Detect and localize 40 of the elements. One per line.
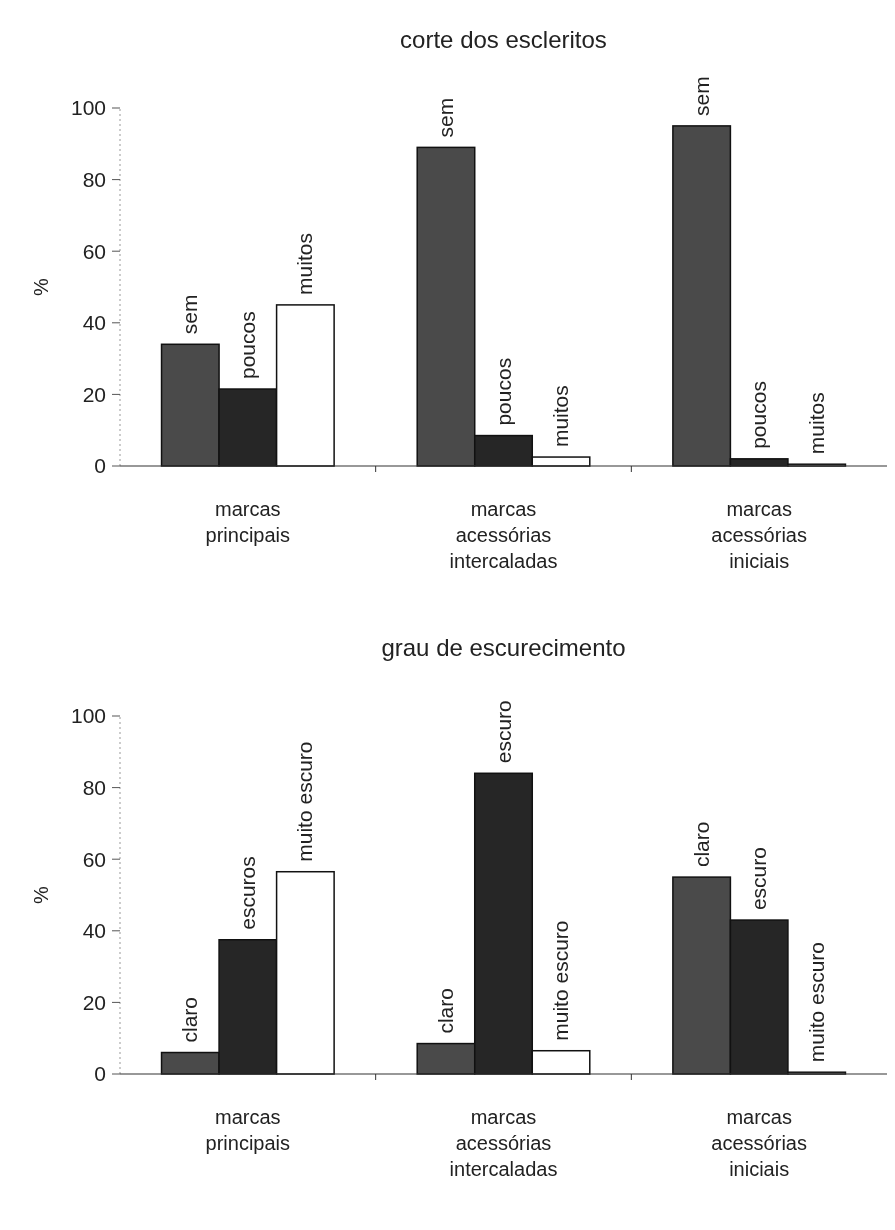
y-tick-label: 60 [82,847,106,871]
y-axis-title: % [30,277,52,296]
y-tick-label: 0 [94,454,106,478]
data-label: escuros [235,856,259,930]
data-label: sem [178,294,202,335]
y-tick-label: 100 [70,704,106,728]
y-tick-label: 80 [82,167,106,191]
x-tick-label: marcas acessórias iniciais [711,498,807,572]
data-label: sem [689,76,713,116]
data-label: muito escuro [293,741,317,862]
data-label: escuro [491,700,515,764]
data-label: claro [433,988,457,1034]
data-label: sem [433,97,457,138]
data-label: muitos [549,385,573,448]
data-label: muito escuro [549,920,573,1041]
y-tick-label: 80 [82,775,106,799]
y-tick-label: 100 [70,96,106,120]
data-label: poucos [491,357,515,426]
x-tick-label: marcas acessórias intercaladas [449,498,558,572]
y-tick-label: 40 [82,919,106,943]
x-tick-label: marcas acessórias intercaladas [449,1106,558,1180]
data-label: escuro [747,847,771,911]
data-label: muitos [293,233,317,295]
y-axis-title: % [30,885,52,904]
data-label: poucos [235,311,259,380]
x-tick-label: marcas principais [205,498,291,546]
y-tick-label: 0 [94,1062,106,1086]
x-tick-label: marcas principais [205,1106,291,1154]
data-label: muitos [804,392,828,455]
data-label: claro [689,821,713,868]
data-label: claro [178,996,202,1043]
y-tick-label: 20 [82,990,106,1014]
x-tick-label: marcas acessórias iniciais [711,1106,807,1180]
chart-title: corte dos escleritos [400,26,607,53]
y-tick-label: 20 [82,382,106,406]
y-tick-label: 60 [82,239,106,263]
data-label: poucos [747,381,771,449]
data-label: muito escuro [804,941,828,1063]
y-tick-label: 40 [82,311,106,335]
chart-title: grau de escurecimento [381,634,626,661]
